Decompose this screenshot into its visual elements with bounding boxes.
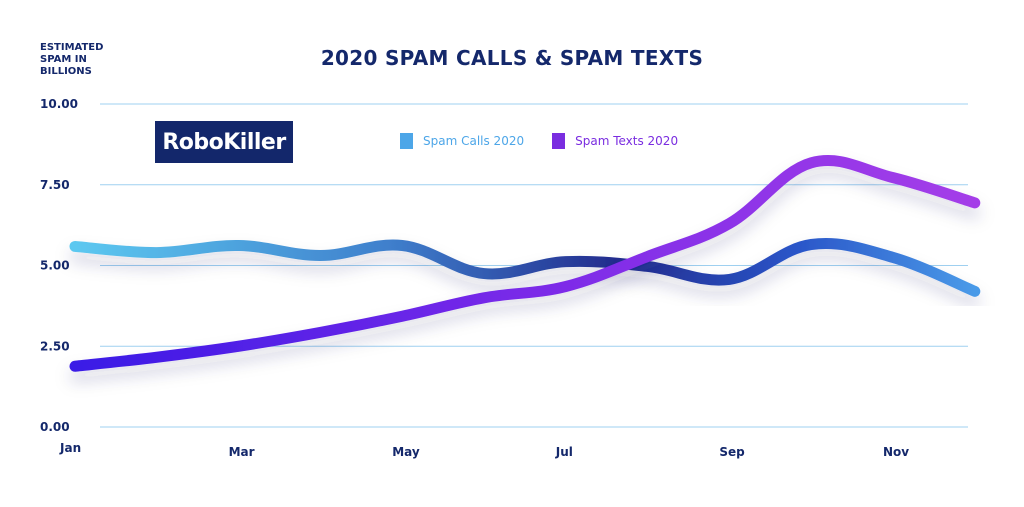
y-tick-label: 10.00	[40, 97, 78, 111]
legend-swatch-texts	[552, 133, 566, 149]
legend-item-calls: Spam Calls 2020	[400, 133, 524, 149]
robokiller-logo: RoboKiller	[155, 121, 293, 163]
chart-title: 2020 SPAM CALLS & SPAM TEXTS	[320, 46, 704, 70]
series-line-spam-calls	[69, 238, 981, 297]
x-tick-label: Jul	[555, 445, 573, 459]
legend-item-texts: Spam Texts 2020	[552, 133, 678, 149]
x-tick-label: Mar	[229, 445, 255, 459]
y-tick-label: 7.50	[40, 178, 70, 192]
legend-label-calls: Spam Calls 2020	[423, 134, 525, 148]
y-axis-label: ESTIMATED SPAM IN BILLIONS	[40, 42, 104, 77]
x-tick-label: Sep	[719, 445, 745, 459]
x-tick-label: Nov	[883, 445, 909, 459]
series-line-spam-texts	[69, 154, 981, 372]
x-tick-label: May	[392, 445, 420, 459]
legend-swatch-calls	[400, 133, 413, 149]
y-tick-label: 5.00	[40, 259, 70, 273]
legend: Spam Calls 2020 Spam Texts 2020	[400, 133, 678, 149]
legend-label-texts: Spam Texts 2020	[575, 134, 679, 148]
y-tick-label: 2.50	[40, 339, 70, 353]
x-tick-label: Jan	[59, 441, 81, 455]
y-tick-label: 0.00	[40, 420, 70, 434]
